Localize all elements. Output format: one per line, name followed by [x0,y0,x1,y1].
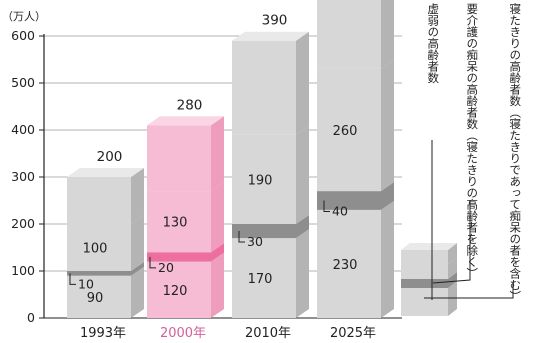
bar-dementia-side [381,59,394,192]
label-frail: 170 [248,272,273,287]
key-bedridden-top [401,243,457,250]
bar-frail-side [296,229,309,318]
bar-band-side [381,182,394,210]
label-dementia: 130 [163,216,188,231]
unit-label: （万人） [2,10,46,23]
y-tick-label: 0 [27,310,35,325]
label-total: 200 [97,149,123,165]
bar-bedridden-front [317,0,381,69]
y-tick-label: 200 [11,216,35,231]
legend-label-bedridden: 寝たきりの高齢者数（寝たきりであって痴呆の者を含む） [508,3,523,302]
key-band-side [448,272,457,288]
y-tick-label: 500 [11,75,35,90]
label-band: 20 [158,260,174,275]
band-leader [69,273,76,285]
bar-bedridden-side [296,31,309,135]
x-tick-label: 2000年 [160,326,206,341]
bar-band-front [147,252,211,262]
bar-frail-side [131,266,144,318]
label-band: 10 [78,276,94,291]
bar-bedridden-side [131,168,144,224]
band-leader [323,200,330,212]
y-tick-label: 400 [11,122,35,137]
label-total: 390 [262,13,288,29]
bar-bedridden-top [232,31,309,41]
bar-band-side [296,215,309,239]
legend-key [401,140,514,316]
bar-bedridden-side [381,0,394,69]
bar-bedridden-top [147,116,224,126]
label-frail: 230 [333,258,358,273]
legend-label-dementia: 要介護の痴呆の高齢者数（寝たきりの高齢者を除く） [465,3,480,279]
bar-frail-side [381,200,394,318]
leader-dementia [432,200,471,284]
bar-bedridden-front [147,125,211,192]
bar-group: 120 130 280 20 2000年 [147,97,224,341]
bar-dementia-front [317,68,381,192]
x-tick-label: 2025年 [330,326,376,341]
band-leader [149,256,156,269]
bar-dementia-front [232,134,296,224]
bar-band-side [211,243,224,262]
label-band: 30 [247,234,263,249]
bar-dementia-side [131,215,144,271]
label-dementia: 100 [83,242,108,257]
bar-dementia-side [211,182,224,253]
bar-frail-front [317,209,381,318]
key-bedridden-front [401,250,448,264]
y-tick-label: 100 [11,263,35,278]
label-frail: 90 [87,291,104,306]
bar-bedridden-front [232,40,296,135]
label-dementia: 260 [333,124,358,139]
bar-bedridden-front [67,177,131,224]
label-band: 40 [332,204,348,219]
bar-frail-front [147,261,211,318]
bar-group: 230260520402025年 [317,0,394,341]
bar-bedridden-top [67,168,144,177]
label-total: 280 [177,97,203,113]
key-dementia-side [448,257,457,279]
bar-band-front [67,271,131,276]
bar-group: 90 100 200 10 1993年 [67,149,144,341]
bar-frail-side [211,252,224,318]
bar-band-front [317,191,381,210]
x-tick-label: 1993年 [80,326,126,341]
bar-band-side [131,262,144,276]
bar-dementia-front [67,224,131,271]
bar-frail-front [67,275,131,318]
y-tick-label: 600 [11,28,35,43]
y-tick-label: 300 [11,169,35,184]
key-band-front [401,279,448,288]
leader-bedridden [424,282,514,299]
bar-dementia-front [147,191,211,253]
band-leader [238,231,245,243]
bar-dementia-side [296,125,309,224]
bar-group: 170 190 390 30 2010年 [232,13,309,341]
x-tick-label: 2010年 [245,326,291,341]
key-frail-front [401,288,448,316]
label-frail: 120 [163,284,188,299]
key-dementia-front [401,264,448,279]
bars: 90 100 200 10 1993年 120 130 280 20 2000年 170 190 390… [67,0,394,341]
label-dementia: 190 [248,173,273,188]
bar-frail-front [232,238,296,318]
bar-bedridden-side [211,116,224,192]
legend-label-frail: 虚弱の高齢者数 [426,3,441,84]
bar-band-front [232,224,296,239]
